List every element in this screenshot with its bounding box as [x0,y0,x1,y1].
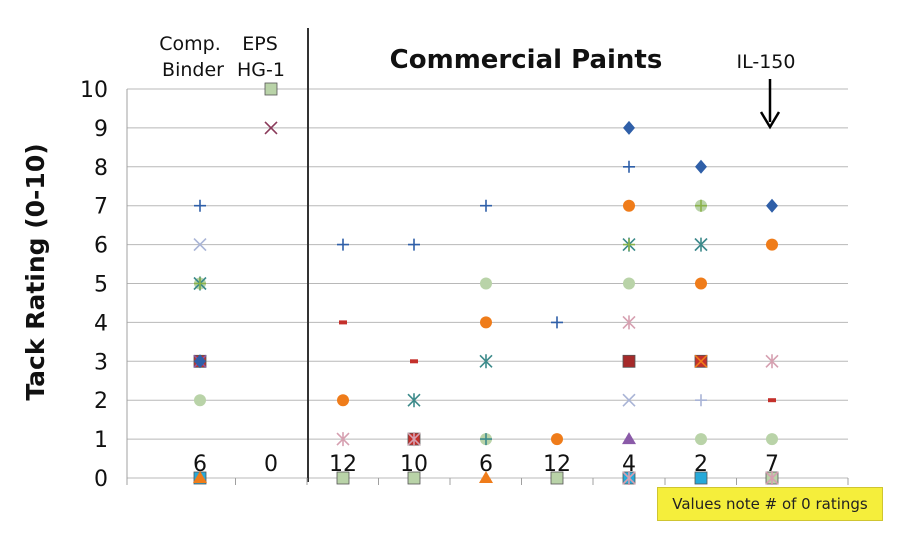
data-point-x [622,393,636,407]
data-point-circle [194,394,206,407]
data-point-asterisk [336,432,350,447]
data-point-asterisk [622,471,636,485]
comp-label-line2: Binder [162,59,224,81]
data-point-plus [695,394,707,407]
data-point-asterisk [694,237,708,252]
data-point-circle [480,316,492,329]
axes [126,28,849,485]
data-point-circle [623,277,635,290]
data-point-x [694,354,708,368]
data-point-x [264,121,278,135]
data-point-dash [410,359,418,364]
zero-count-label: 4 [622,452,636,477]
data-point-diamond [766,198,778,213]
data-point-triangle [193,471,207,483]
zero-count-label: 2 [694,452,708,477]
data-point-square [550,471,564,485]
comp-label-line1: Comp. [159,33,221,55]
data-point-asterisk [765,354,779,369]
y-tick-labels: 0 1 2 3 4 5 6 7 8 9 10 [80,78,108,492]
data-point-diamond [695,159,707,174]
data-point-circle [337,394,349,407]
data-point-circle [766,238,778,251]
data-point-asterisk [407,393,421,408]
data-point-circle [695,433,707,446]
data-point-plus [480,433,492,446]
data-point-circle [623,199,635,212]
data-point-plus [623,160,635,173]
y-tick-label: 7 [94,195,108,220]
data-point-square [336,471,350,485]
y-tick-label: 9 [94,117,108,142]
data-point-plus [194,199,206,212]
eps-label-line1: EPS [242,33,278,55]
data-point-asterisk [765,471,779,485]
callout-arrow [759,79,781,130]
data-point-plus [695,199,707,212]
y-tick-label: 2 [94,389,108,414]
data-point-square [407,471,421,485]
data-point-triangle [622,432,636,445]
data-point-dash [768,398,776,403]
data-point-dash [339,320,347,325]
eps-label-line2: HG-1 [237,59,285,81]
zero-count-label: 6 [193,452,207,477]
data-point-x [193,238,207,252]
data-point-diamond [623,120,635,135]
y-tick-label: 8 [94,156,108,181]
data-point-asterisk [479,354,493,369]
data-point-plus [337,238,349,251]
y-tick-label: 1 [94,428,108,453]
data-point-square [694,471,708,485]
data-point-triangle [479,471,493,483]
data-point-plus [551,316,563,329]
y-tick-label: 0 [94,467,108,492]
zero-ratings-note: Values note # of 0 ratings [657,487,883,521]
data-point-diamond [194,354,206,369]
data-point-square [622,354,636,368]
y-tick-label: 3 [94,350,108,375]
y-axis-label: Tack Rating (0-10) [21,143,50,400]
data-point-plus [480,199,492,212]
data-point-plus [408,238,420,251]
chart-title: Commercial Paints [390,45,663,75]
data-point-circle [480,277,492,290]
zero-count-label: 0 [264,452,278,477]
data-point-plus [623,238,635,251]
data-point-asterisk [622,315,636,330]
zero-count-labels: 6 0 12 10 6 12 4 2 7 [193,452,779,477]
y-tick-label: 10 [80,78,108,103]
y-tick-label: 5 [94,273,108,298]
y-tick-label: 4 [94,311,108,336]
data-points [193,82,779,485]
data-point-asterisk [407,432,421,447]
data-point-circle [551,433,563,446]
data-point-circle [766,433,778,446]
il150-callout-label: IL-150 [737,51,796,73]
y-tick-label: 6 [94,234,108,259]
zero-count-label: 6 [479,452,493,477]
data-point-plus [194,277,206,290]
data-point-square [264,82,278,96]
zero-count-label: 7 [765,452,779,477]
data-point-circle [695,277,707,290]
